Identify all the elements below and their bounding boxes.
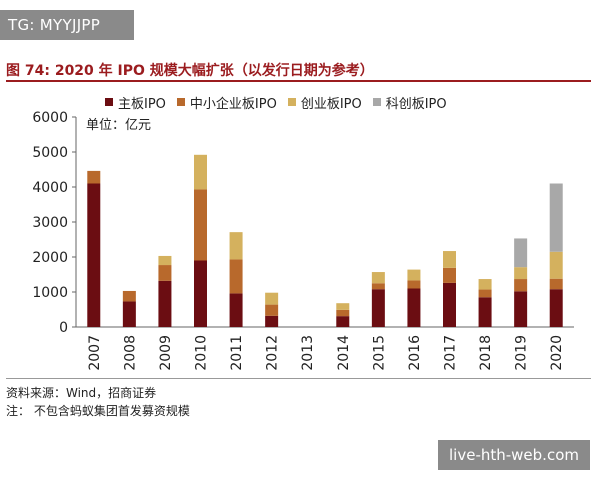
watermark-bottom: live-hth-web.com xyxy=(438,440,590,470)
bar-segment xyxy=(514,267,528,280)
note-text: 注： 不包含蚂蚁集团首发募资规模 xyxy=(6,404,190,418)
x-tick-label: 2010 xyxy=(194,335,210,371)
bar-segment xyxy=(443,267,456,283)
x-tick-label: 2018 xyxy=(478,335,494,371)
x-tick-label: 2007 xyxy=(87,335,103,371)
bar-segment xyxy=(158,280,172,327)
bar-segment xyxy=(265,304,279,316)
y-tick-label: 2000 xyxy=(32,250,68,266)
bar-segment xyxy=(158,265,172,281)
legend-item: 创业板IPO xyxy=(287,93,362,112)
unit-label: 单位：亿元 xyxy=(86,118,152,133)
y-tick-label: 4000 xyxy=(32,180,68,196)
y-tick-label: 0 xyxy=(59,320,68,336)
legend-swatch xyxy=(287,98,296,106)
chart-legend: 主板IPO 中小企业板IPO 创业板IPO 科创板IPO xyxy=(105,93,458,112)
stacked-bar-chart: 0 1000 2000 3000 4000 5000 6000 2007 2008 2009 201… xyxy=(32,110,574,371)
bar-segment xyxy=(549,278,563,290)
bar-segment xyxy=(87,183,101,327)
bar-segment xyxy=(265,292,279,305)
legend-swatch xyxy=(105,98,113,106)
x-tick-label: 2015 xyxy=(371,335,387,371)
bar-segment xyxy=(87,170,101,184)
bar-segment xyxy=(336,303,350,310)
legend-swatch xyxy=(372,98,381,106)
bar-segment xyxy=(514,291,528,327)
bar-segment xyxy=(122,301,136,327)
x-tick-label: 2008 xyxy=(122,335,138,371)
bar-segment xyxy=(371,272,385,284)
bar-segment xyxy=(407,280,421,289)
legend-label: 科创板IPO xyxy=(385,96,447,112)
bar-segment xyxy=(514,279,528,292)
x-tick-label: 2011 xyxy=(229,335,245,371)
bar-segment xyxy=(158,255,172,266)
legend-item: 科创板IPO xyxy=(372,93,447,112)
legend-label: 中小企业板IPO xyxy=(189,96,277,112)
y-tick-label: 6000 xyxy=(32,110,68,126)
bar-segment xyxy=(443,282,456,327)
bar-segment xyxy=(229,259,243,294)
legend-label: 创业板IPO xyxy=(300,96,362,112)
bar-segment xyxy=(229,232,243,260)
bar-segment xyxy=(371,283,385,290)
figure-title: 图 74: 2020 年 IPO 规模大幅扩张（以发行日期为参考） xyxy=(6,63,374,79)
y-tick-label: 5000 xyxy=(32,145,68,161)
x-tick-label: 2020 xyxy=(549,335,565,371)
footer-divider xyxy=(6,378,591,379)
bar-segment xyxy=(478,297,492,327)
bar-segment xyxy=(407,269,421,281)
legend-item: 中小企业板IPO xyxy=(176,93,277,112)
bar-segment xyxy=(478,289,492,298)
bar-segment xyxy=(229,293,243,327)
bar-segment xyxy=(478,279,492,290)
bar-segment xyxy=(336,309,350,317)
bar-segment xyxy=(407,288,421,327)
x-tick-label: 2016 xyxy=(407,335,423,371)
x-tick-label: 2009 xyxy=(158,335,174,371)
bar-segment xyxy=(194,154,207,190)
x-tick-label: 2014 xyxy=(336,335,352,371)
bar-segment xyxy=(194,189,207,261)
bar-segment xyxy=(371,289,385,327)
title-divider xyxy=(6,80,591,82)
legend-item: 主板IPO xyxy=(105,93,166,112)
bar-segment xyxy=(514,238,528,268)
y-tick-label: 3000 xyxy=(32,215,68,231)
bar-segment xyxy=(265,315,279,327)
bar-segment xyxy=(443,251,456,268)
y-tick-label: 1000 xyxy=(32,285,68,301)
x-tick-label: 2019 xyxy=(514,335,530,371)
x-tick-label: 2013 xyxy=(300,335,316,371)
bar-segment xyxy=(336,316,350,327)
bar-segment xyxy=(549,183,563,252)
bar-segment xyxy=(549,251,563,279)
legend-swatch xyxy=(176,98,185,106)
x-tick-label: 2012 xyxy=(265,335,281,371)
legend-label: 主板IPO xyxy=(118,96,166,112)
bar-segment xyxy=(122,290,136,302)
bar-segment xyxy=(194,260,207,327)
bar-segment xyxy=(549,289,563,327)
x-tick-label: 2017 xyxy=(443,335,459,371)
source-text: 资料来源：Wind，招商证券 xyxy=(6,386,157,400)
watermark-top: TG: MYYJJPP xyxy=(0,10,134,40)
